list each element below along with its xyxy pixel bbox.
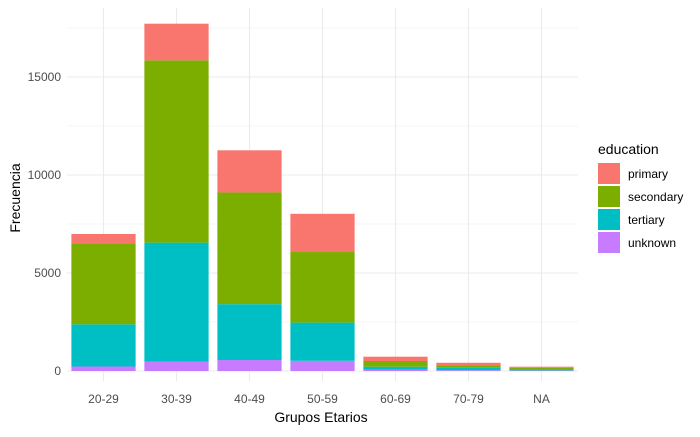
bar-unknown-70-79 (436, 370, 501, 371)
legend-label-tertiary: tertiary (628, 213, 665, 227)
x-axis-title: Grupos Etarios (274, 409, 367, 425)
y-axis-title: Frecuencia (7, 163, 23, 232)
bar-secondary-50-59 (290, 252, 355, 323)
bar-secondary-60-69 (363, 361, 428, 367)
legend-key-tertiary (598, 209, 620, 230)
legend-key-unknown (598, 232, 620, 253)
bar-primary-50-59 (290, 213, 355, 253)
legend-key-secondary (598, 186, 620, 207)
bar-unknown-20-29 (71, 366, 136, 371)
bar-unknown-30-39 (144, 361, 209, 371)
bar-tertiary-50-59 (290, 322, 355, 361)
bar-tertiary-30-39 (144, 242, 209, 362)
y-tick-label: 10000 (28, 168, 62, 182)
bars (71, 23, 574, 371)
bar-tertiary-70-79 (436, 367, 501, 371)
bar-tertiary-20-29 (71, 324, 136, 367)
bar-unknown-50-59 (290, 360, 355, 371)
x-tick-label: 70-79 (453, 392, 484, 406)
y-tick-label: 15000 (28, 70, 62, 84)
bar-secondary-20-29 (71, 243, 136, 325)
legend-label-primary: primary (628, 167, 668, 181)
bar-tertiary-40-49 (217, 304, 282, 361)
x-tick-label: 60-69 (380, 392, 411, 406)
legend-label-secondary: secondary (628, 190, 683, 204)
bar-primary-70-79 (436, 362, 501, 366)
y-axis-ticks: 0 5000 10000 15000 (28, 70, 62, 378)
bar-secondary-40-49 (217, 192, 282, 305)
bar-tertiary-60-69 (363, 366, 428, 370)
legend: education primary secondary tertiary unknow… (598, 141, 683, 253)
bar-secondary-70-79 (436, 365, 501, 368)
bar-unknown-60-69 (363, 369, 428, 371)
bar-secondary-30-39 (144, 60, 209, 243)
x-tick-label: 40-49 (234, 392, 265, 406)
bar-primary-40-49 (217, 150, 282, 193)
bar-secondary-NA (509, 367, 574, 370)
bar-primary-30-39 (144, 23, 209, 61)
x-tick-label: 20-29 (88, 392, 119, 406)
y-tick-label: 0 (54, 364, 61, 378)
bar-primary-NA (509, 366, 574, 368)
y-tick-label: 5000 (34, 266, 61, 280)
bar-unknown-NA (509, 370, 574, 371)
bar-primary-20-29 (71, 233, 136, 244)
x-tick-label: 30-39 (161, 392, 192, 406)
bar-primary-60-69 (363, 356, 428, 362)
bar-tertiary-NA (509, 369, 574, 371)
x-tick-label: NA (533, 392, 550, 406)
legend-key-primary (598, 163, 620, 184)
legend-label-unknown: unknown (628, 236, 676, 250)
x-tick-label: 50-59 (307, 392, 338, 406)
bar-unknown-40-49 (217, 360, 282, 371)
x-axis-ticks: 20-29 30-39 40-49 50-59 60-69 70-79 NA (88, 392, 550, 406)
legend-title: education (598, 141, 659, 157)
